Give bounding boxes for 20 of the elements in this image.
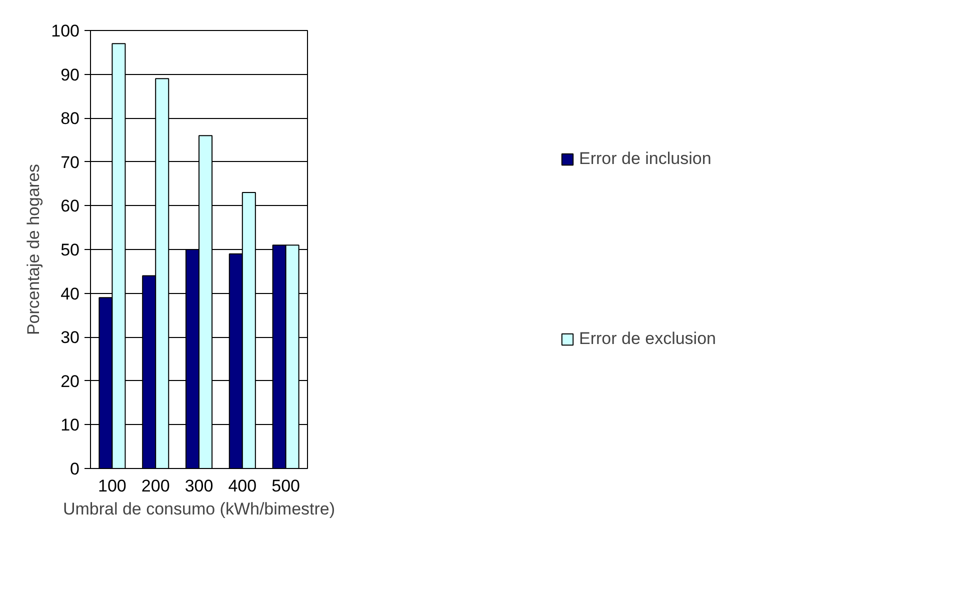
y-tick-label: 70 xyxy=(60,152,80,172)
legend-label: Error de exclusion xyxy=(578,329,716,349)
y-tick-label: 60 xyxy=(60,196,80,216)
y-tick-label: 10 xyxy=(60,416,80,435)
y-axis-title: Porcentaje de hogares xyxy=(24,164,44,336)
legend-label: Error de inclusion xyxy=(578,149,712,169)
y-tick-label: 40 xyxy=(60,284,80,304)
x-tick-label: 200 xyxy=(141,476,170,496)
y-tick-label: 0 xyxy=(70,460,80,478)
x-tick-label: 500 xyxy=(272,476,300,496)
y-tick-label: 100 xyxy=(51,22,80,40)
y-tick-label: 20 xyxy=(60,372,80,391)
y-tick-label: 50 xyxy=(60,240,80,260)
x-tick-label: 100 xyxy=(98,476,126,496)
y-tick-label: 80 xyxy=(60,109,80,128)
x-tick-label: 300 xyxy=(184,476,214,496)
y-tick-label: 30 xyxy=(60,328,80,348)
x-tick-label: 400 xyxy=(228,476,257,496)
x-axis-title: Umbral de consumo (kWh/bimestre) xyxy=(62,500,336,518)
y-tick-label: 90 xyxy=(60,65,80,84)
